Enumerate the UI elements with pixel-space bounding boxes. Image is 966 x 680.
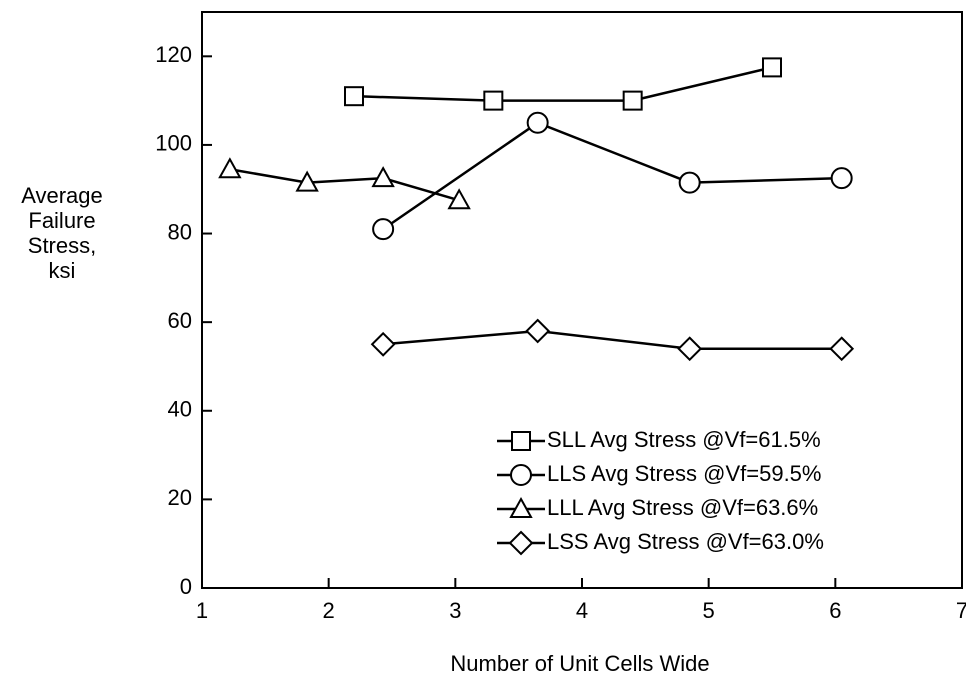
legend-label: LLS Avg Stress @Vf=59.5% [547,461,821,486]
x-axis-label: Number of Unit Cells Wide [450,651,709,676]
marker [371,166,395,188]
marker [483,90,504,111]
y-tick-label: 80 [168,219,192,244]
marker [762,57,782,78]
marker [218,157,242,179]
series-line [383,329,842,350]
y-axis-label: Failure [28,208,95,233]
y-axis-label: ksi [49,258,76,283]
x-tick-label: 7 [956,598,966,623]
y-tick-label: 40 [168,397,192,422]
marker [344,86,364,107]
x-tick-label: 1 [196,598,208,623]
legend-marker [509,496,533,518]
marker [525,318,551,344]
legend-marker [511,431,531,451]
marker [829,336,855,362]
x-tick-label: 5 [703,598,715,623]
y-tick-label: 100 [155,131,192,156]
x-tick-label: 3 [449,598,461,623]
legend-marker [508,530,534,556]
marker [295,170,319,192]
y-tick-label: 120 [155,42,192,67]
series-line [353,66,773,102]
marker [830,167,853,190]
y-axis-label: Stress, [28,233,96,258]
y-tick-label: 0 [180,574,192,599]
x-tick-label: 2 [323,598,335,623]
marker [622,90,643,111]
y-axis-label: Average [21,183,103,208]
marker [372,218,395,241]
marker [447,188,471,210]
y-tick-label: 60 [168,308,192,333]
legend-label: LLL Avg Stress @Vf=63.6% [547,495,818,520]
x-tick-label: 6 [829,598,841,623]
x-tick-label: 4 [576,598,588,623]
legend-label: LSS Avg Stress @Vf=63.0% [547,529,824,554]
y-tick-label: 20 [168,485,192,510]
legend-marker [510,464,532,486]
marker [677,336,703,362]
marker [370,331,396,357]
marker [678,171,701,194]
series-line [382,121,842,231]
series-line [229,168,460,202]
legend-label: SLL Avg Stress @Vf=61.5% [547,427,821,452]
marker [526,111,549,134]
